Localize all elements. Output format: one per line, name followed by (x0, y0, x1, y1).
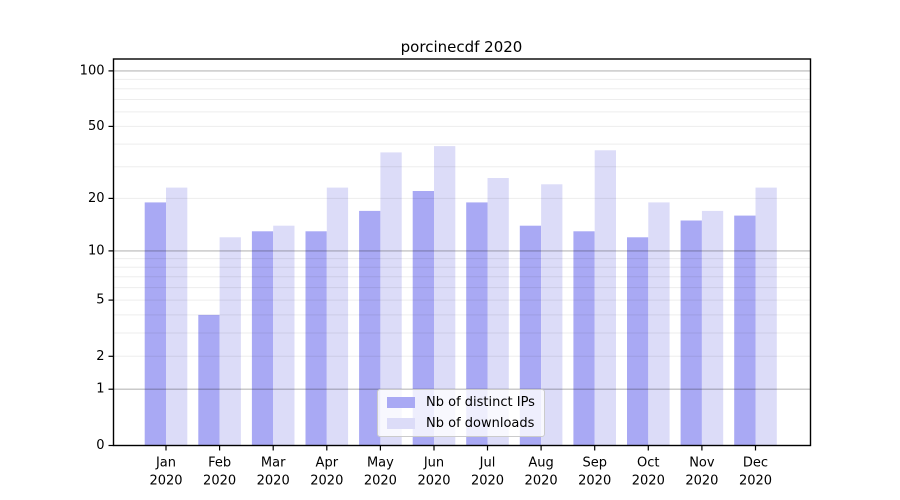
x-tick-label-month: May (367, 456, 394, 471)
x-tick-label-year: 2020 (578, 474, 611, 489)
x-tick-label-year: 2020 (632, 474, 665, 489)
y-tick-label: 2 (96, 349, 104, 364)
bar-ips-feb (198, 314, 220, 446)
legend-label-distinct-ips: Nb of distinct IPs (426, 395, 535, 411)
bar-downloads-apr (326, 187, 349, 446)
x-tick-label-month: Nov (689, 456, 715, 471)
y-tick-label: 50 (88, 119, 105, 134)
x-axis: Jan 2020 Feb 2020 Mar 2020 Apr 2020 May 2020 Jun 20… (149, 445, 772, 489)
bar-downloads-jul (487, 178, 509, 446)
x-tick-label-year: 2020 (739, 474, 772, 489)
y-axis: 0 1 2 5 10 20 50 100 (80, 63, 114, 453)
y-tick-label: 100 (80, 63, 105, 78)
x-tick-label-year: 2020 (525, 474, 558, 489)
x-tick-label-month: Mar (261, 456, 286, 471)
legend-item-downloads: Nb of downloads (387, 416, 544, 431)
bar-downloads-jan (166, 187, 188, 446)
bar-ips-may (359, 210, 381, 446)
y-tick-label: 0 (96, 438, 104, 453)
x-tick-label-year: 2020 (364, 474, 397, 489)
bar-ips-sep (573, 231, 595, 446)
x-tick-label-year: 2020 (471, 474, 504, 489)
y-tick-label: 20 (88, 191, 105, 206)
x-tick-label-year: 2020 (417, 474, 450, 489)
bars (144, 146, 777, 446)
x-tick-label-year: 2020 (257, 474, 290, 489)
legend-label-downloads: Nb of downloads (426, 415, 535, 431)
legend-item-distinct-ips: Nb of distinct IPs (387, 395, 544, 410)
bar-ips-mar (251, 231, 274, 446)
x-tick-label-month: Aug (528, 456, 553, 471)
bar-downloads-dec (755, 187, 777, 446)
bar-ips-oct (627, 237, 649, 446)
bar-ips-jul (466, 202, 488, 446)
bar-downloads-nov (701, 210, 724, 446)
bar-downloads-mar (273, 225, 295, 446)
y-tick-label: 1 (96, 382, 104, 397)
bar-ips-apr (305, 231, 327, 446)
x-tick-label-month: Feb (208, 456, 231, 471)
x-tick-label-month: Sep (582, 456, 607, 471)
gridlines (113, 70, 811, 390)
bar-downloads-sep (594, 150, 616, 446)
legend: Nb of distinct IPs Nb of downloads (377, 389, 545, 437)
x-tick-label-month: Dec (743, 456, 768, 471)
y-tick-label: 10 (88, 243, 105, 258)
x-tick-label-month: Jul (479, 456, 496, 471)
bar-ips-jan (144, 202, 166, 446)
plot-border (112, 58, 812, 447)
bar-ips-jun (412, 191, 434, 446)
x-tick-label-year: 2020 (203, 474, 236, 489)
bar-downloads-may (380, 152, 402, 446)
y-tick-label: 5 (96, 293, 104, 308)
chart-title: porcinecdf 2020 (400, 38, 523, 56)
legend-swatch-downloads (387, 417, 415, 429)
x-tick-label-year: 2020 (149, 474, 182, 489)
x-tick-label-month: Apr (316, 456, 339, 471)
bar-downloads-jun (434, 146, 456, 446)
bar-ips-dec (734, 215, 756, 446)
x-tick-label-month: Oct (637, 456, 659, 471)
x-tick-label-month: Jan (155, 456, 176, 471)
bar-downloads-feb (219, 237, 241, 446)
x-tick-label-year: 2020 (685, 474, 718, 489)
bar-downloads-oct (648, 202, 670, 446)
x-tick-label-month: Jun (423, 456, 444, 471)
legend-swatch-distinct-ips (387, 397, 415, 409)
x-tick-label-year: 2020 (310, 474, 343, 489)
